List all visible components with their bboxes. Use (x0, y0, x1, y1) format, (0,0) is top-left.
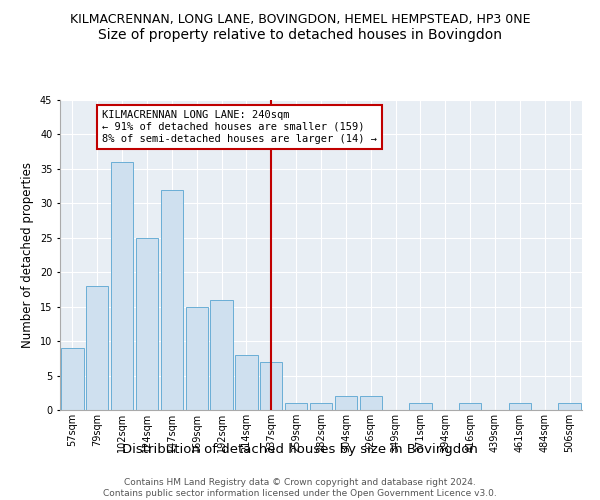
Text: KILMACRENNAN, LONG LANE, BOVINGDON, HEMEL HEMPSTEAD, HP3 0NE: KILMACRENNAN, LONG LANE, BOVINGDON, HEME… (70, 12, 530, 26)
Text: Distribution of detached houses by size in Bovingdon: Distribution of detached houses by size … (122, 442, 478, 456)
Bar (235, 355, 257, 410)
Bar (559, 403, 581, 410)
Bar (86, 286, 109, 410)
Text: Size of property relative to detached houses in Bovingdon: Size of property relative to detached ho… (98, 28, 502, 42)
Bar (459, 403, 481, 410)
Bar (409, 403, 431, 410)
Bar (211, 300, 233, 410)
Bar (509, 403, 531, 410)
Bar (310, 403, 332, 410)
Bar (260, 362, 283, 410)
Bar (61, 348, 83, 410)
Bar (335, 396, 357, 410)
Bar (161, 190, 183, 410)
Bar (285, 403, 307, 410)
Text: KILMACRENNAN LONG LANE: 240sqm
← 91% of detached houses are smaller (159)
8% of : KILMACRENNAN LONG LANE: 240sqm ← 91% of … (102, 110, 377, 144)
Bar (185, 306, 208, 410)
Bar (111, 162, 133, 410)
Bar (136, 238, 158, 410)
Bar (359, 396, 382, 410)
Y-axis label: Number of detached properties: Number of detached properties (22, 162, 34, 348)
Text: Contains HM Land Registry data © Crown copyright and database right 2024.
Contai: Contains HM Land Registry data © Crown c… (103, 478, 497, 498)
